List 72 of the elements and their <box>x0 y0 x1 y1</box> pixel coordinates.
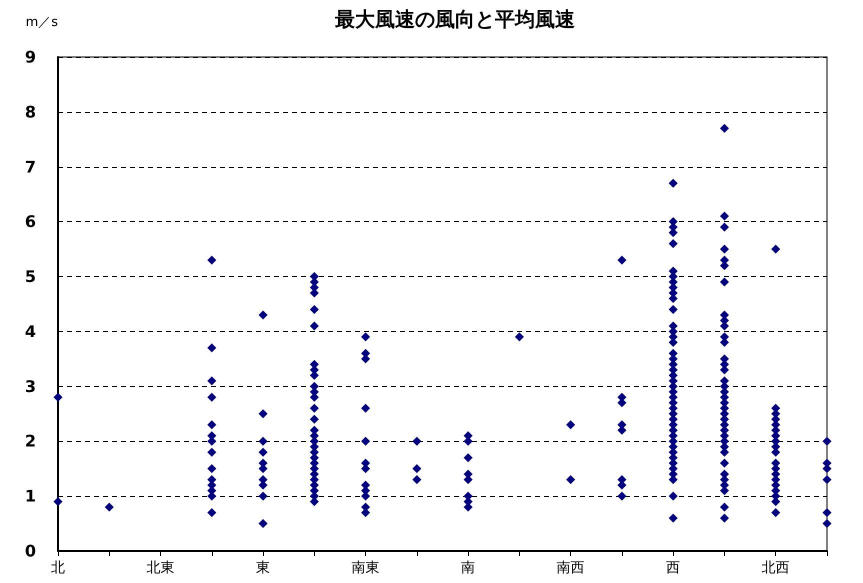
x-tick-label: 南 <box>461 560 476 576</box>
point <box>566 475 576 484</box>
point <box>310 304 319 314</box>
point <box>668 514 678 523</box>
y-tick-label: 8 <box>24 102 36 122</box>
point <box>310 414 319 424</box>
point <box>668 178 678 188</box>
point <box>361 332 370 342</box>
point <box>566 420 576 430</box>
chart-title: 最大風速の風向と平均風速 <box>334 7 575 31</box>
point <box>720 244 729 254</box>
point <box>258 409 268 418</box>
point <box>54 392 62 402</box>
y-tick-label: 5 <box>24 267 36 286</box>
point <box>207 256 216 265</box>
point <box>514 332 524 342</box>
x-tick-label: 南東 <box>352 560 380 576</box>
point <box>771 244 780 254</box>
point <box>668 492 678 501</box>
x-tick-label: 北 <box>51 560 65 576</box>
y-tick-label: 1 <box>24 486 36 506</box>
point <box>207 420 216 430</box>
y-axis-title: m／s <box>26 15 58 30</box>
point <box>771 508 780 518</box>
point <box>310 321 319 330</box>
point <box>822 436 832 446</box>
point <box>822 475 832 484</box>
point <box>258 448 268 457</box>
point <box>464 453 473 462</box>
y-tick-label: 2 <box>24 432 36 451</box>
x-tick-label: 東 <box>256 560 270 576</box>
point <box>412 475 422 484</box>
point <box>617 492 626 501</box>
point <box>720 458 729 468</box>
x-tick-label: 南西 <box>556 560 585 576</box>
point <box>668 239 678 248</box>
point <box>361 436 370 446</box>
point <box>54 497 62 506</box>
point <box>258 436 268 446</box>
point <box>310 404 319 413</box>
point <box>361 404 370 413</box>
y-tick-label: 6 <box>24 212 36 232</box>
point <box>258 492 268 501</box>
point <box>720 278 729 287</box>
point <box>207 448 216 457</box>
point <box>258 519 268 528</box>
point <box>258 310 268 320</box>
point <box>668 304 678 314</box>
point <box>207 508 216 518</box>
y-tick-label: 0 <box>24 542 36 560</box>
x-tick-label: 北東 <box>146 560 175 576</box>
y-tick-label: 9 <box>24 48 36 66</box>
point <box>207 376 216 386</box>
point <box>207 392 216 402</box>
point <box>720 514 729 523</box>
y-tick-label: 7 <box>24 157 36 176</box>
point <box>720 502 729 512</box>
point <box>720 212 729 221</box>
point <box>412 436 422 446</box>
x-tick-label: 北西 <box>762 560 790 576</box>
point <box>822 508 832 518</box>
point <box>104 502 114 512</box>
point <box>720 222 729 232</box>
point <box>412 464 422 474</box>
point <box>720 124 729 133</box>
point <box>207 464 216 474</box>
y-tick-label: 4 <box>24 322 36 341</box>
y-tick-label: 3 <box>24 376 36 396</box>
point <box>617 256 626 265</box>
x-tick-label: 西 <box>666 560 680 576</box>
point <box>207 343 216 352</box>
point <box>822 519 832 528</box>
